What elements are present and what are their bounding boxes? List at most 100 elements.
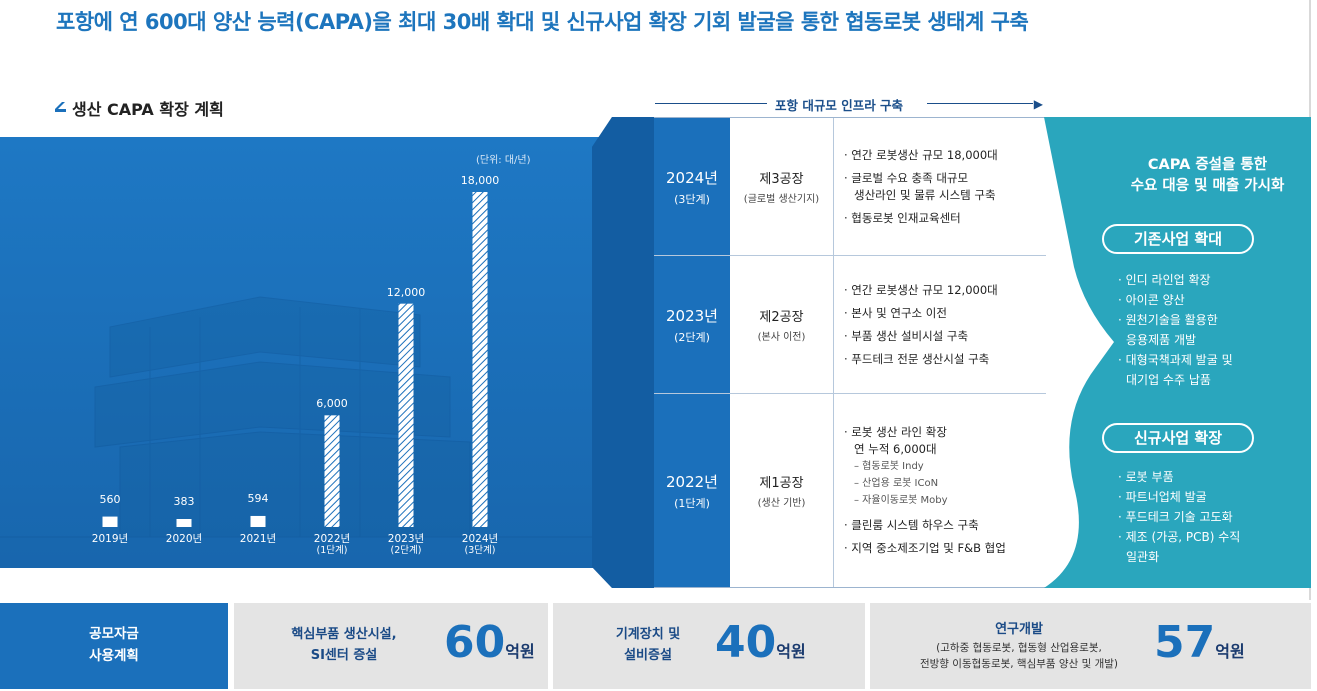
new-item-text: · 로봇 부품 [1118,470,1174,484]
funding-amount-unit: 억원 [1215,642,1245,661]
existing-item: · 아이콘 양산 [1118,290,1308,310]
chart-bar [472,192,488,527]
phase-item-text: · 본사 및 연구소 이전 [844,305,947,320]
phase-item-text: · 글로벌 수요 충족 대규모 [844,170,969,185]
infra-header: 포항 대규모 인프라 구축 ▶ [655,93,1045,113]
phase-stage: (1단계) [674,496,710,510]
funding-amount-unit: 억원 [776,642,806,661]
funding-item-label: 핵심부품 생산시설, SI센터 증설 [254,624,434,666]
new-item: · 푸드테크 기술 고도화 [1118,507,1308,527]
funding-item-equipment: 기계장치 및 설비증설 40억원 [553,603,865,689]
funding-title-line: 공모자금 [89,626,139,642]
new-item: · 로봇 부품 [1118,467,1308,487]
growth-title-line: 수요 대응 및 매출 가시화 [1130,178,1285,194]
growth-title-line: CAPA 증설을 통한 [1147,157,1268,173]
chart-value-label: 594 [247,491,269,505]
funding-amount-value: 57 [1154,617,1216,668]
phase-item-text: · 협동로봇 인재교육센터 [844,210,961,225]
new-item-text: · 제조 (가공, PCB) 수직 [1118,530,1241,544]
existing-business-pill: 기존사업 확대 [1102,224,1254,254]
chart-unit-label: (단위: 대/년) [476,155,531,166]
phase-year-cell: 2023년 (2단계) [654,256,730,393]
phase-item-text: · 푸드테크 전문 생산시설 구축 [844,351,990,366]
funding-amount-value: 60 [444,617,506,668]
phase-item-text: · 로봇 생산 라인 확장 [844,425,947,439]
phase-item: · 푸드테크 전문 생산시설 구축 [844,351,1044,368]
capa-chart: (단위: 대/년) 560 2019년 383 2020년 594 2021년 6,000 2… [0,137,612,568]
phase-item: · 연간 로봇생산 규모 18,000대 [844,147,1044,164]
funding-amount: 60억원 [444,617,535,678]
funding-title-box: 공모자금 사용계획 [0,603,228,689]
chart-category-label: 2021년 [223,533,293,545]
corner-mark-icon [55,102,66,112]
product-sub-item: – 자율이동로봇 Moby [854,495,948,506]
phase-row-2022: 2022년 (1단계) 제1공장 (생산 기반) · 로봇 생산 라인 확장 연 … [654,394,1046,587]
funding-item-rnd: 연구개발 (고하중 협동로봇, 협동형 산업용로봇, 전방향 이동협동로봇, 핵… [870,603,1311,689]
chart-category-text: 2020년 [165,533,203,545]
chart-bar [398,303,414,527]
factory-cell: 제3공장 (글로벌 생산기지) [730,118,834,255]
phase-details: · 연간 로봇생산 규모 18,000대 · 글로벌 수요 충족 대규모 생산라인… [844,118,1044,255]
chart-background-illustration [0,137,612,568]
factory-sub: (본사 이전) [757,332,806,343]
phase-item-text: · 클린룸 시스템 하우스 구축 [844,518,979,532]
chart-bar [102,516,118,527]
new-item: · 파트너업체 발굴 [1118,487,1308,507]
phase-details: · 연간 로봇생산 규모 12,000대 · 본사 및 연구소 이전 · 부품 … [844,256,1044,393]
funding-amount-value: 40 [715,617,777,668]
chart-value-label: 18,000 [460,174,500,187]
infra-header-line-right [927,103,1033,104]
phase-item: · 클린룸 시스템 하우스 구축 [844,517,1044,534]
phase-row-2024: 2024년 (3단계) 제3공장 (글로벌 생산기지) · 연간 로봇생산 규모… [654,118,1046,256]
funding-item-line: 기계장치 및 [615,627,681,642]
existing-item-text: · 인디 라인업 확장 [1118,273,1211,287]
section-title: 생산 CAPA 확장 계획 [52,96,224,120]
chart-category-text: 2021년 [239,533,277,545]
funding-title-line: 사용계획 [89,648,139,664]
phase-year-cell: 2022년 (1단계) [654,394,730,587]
phase-item: · 지역 중소제조기업 및 F&B 협업 [844,540,1044,557]
phase-item-text: · 지역 중소제조기업 및 F&B 협업 [844,541,1006,555]
new-business-list: · 로봇 부품 · 파트너업체 발굴 · 푸드테크 기술 고도화 · 제조 (가… [1118,467,1308,567]
funding-item-label: 연구개발 (고하중 협동로봇, 협동형 산업용로봇, 전방향 이동협동로봇, 핵… [884,619,1154,672]
product-sub-item: – 산업용 로봇 ICoN [854,478,939,489]
funding-amount: 57억원 [1154,617,1245,678]
existing-item-text: · 아이콘 양산 [1118,293,1185,307]
funding-item-facilities: 핵심부품 생산시설, SI센터 증설 60억원 [234,603,548,689]
factory-sub: (글로벌 생산기지) [743,194,820,205]
funding-amount: 40억원 [715,617,806,678]
phase-item: · 본사 및 연구소 이전 [844,305,1044,322]
chart-category-text: 2024년 [461,533,499,545]
existing-item-cont: 대기업 수주 납품 [1126,373,1211,387]
phase-item-text: · 연간 로봇생산 규모 18,000대 [844,147,998,162]
chart-category-text: 2022년 [313,533,351,545]
phase-year: 2024년 [666,168,718,187]
phase-row-2023: 2023년 (2단계) 제2공장 (본사 이전) · 연간 로봇생산 규모 12… [654,256,1046,394]
phase-table: 2024년 (3단계) 제3공장 (글로벌 생산기지) · 연간 로봇생산 규모… [654,117,1046,588]
phase-item-text: · 부품 생산 설비시설 구축 [844,328,969,343]
phase-item: · 로봇 생산 라인 확장 연 누적 6,000대 [844,424,1044,458]
new-item-text: · 파트너업체 발굴 [1118,490,1207,504]
chart-bar [250,515,266,527]
factory-cell: 제2공장 (본사 이전) [730,256,834,393]
funding-item-detail: (고하중 협동로봇, 협동형 산업용로봇, [936,642,1102,654]
existing-business-list: · 인디 라인업 확장 · 아이콘 양산 · 원천기술을 활용한 응용제품 개발 … [1118,270,1308,390]
existing-item-text: · 대형국책과제 발굴 및 [1118,353,1233,367]
chart-to-table-connector [592,117,654,588]
section-title-text: 생산 CAPA 확장 계획 [72,100,224,119]
funding-item-line: 설비증설 [624,648,672,663]
phase-item-text: · 연간 로봇생산 규모 12,000대 [844,282,998,297]
arrow-right-icon: ▶ [1033,97,1043,111]
chart-category-label: 2024년 (3단계) [445,533,515,557]
new-item: · 제조 (가공, PCB) 수직 일관화 [1118,527,1308,567]
existing-item-text: · 원천기술을 활용한 [1118,313,1218,327]
page-headline: 포항에 연 600대 양산 능력(CAPA)을 최대 30배 확대 및 신규사업… [56,10,1029,34]
chart-category-label: 2023년 (2단계) [371,533,441,557]
funding-amount-unit: 억원 [505,642,535,661]
funding-item-line: 연구개발 [995,622,1043,637]
chart-category-sub: (1단계) [316,545,348,556]
new-item-text: · 푸드테크 기술 고도화 [1118,510,1233,524]
phase-item: · 글로벌 수요 충족 대규모 생산라인 및 물류 시스템 구축 [844,170,1044,204]
phase-item: · 협동로봇 인재교육센터 [844,210,1044,227]
chart-bar [176,519,192,527]
